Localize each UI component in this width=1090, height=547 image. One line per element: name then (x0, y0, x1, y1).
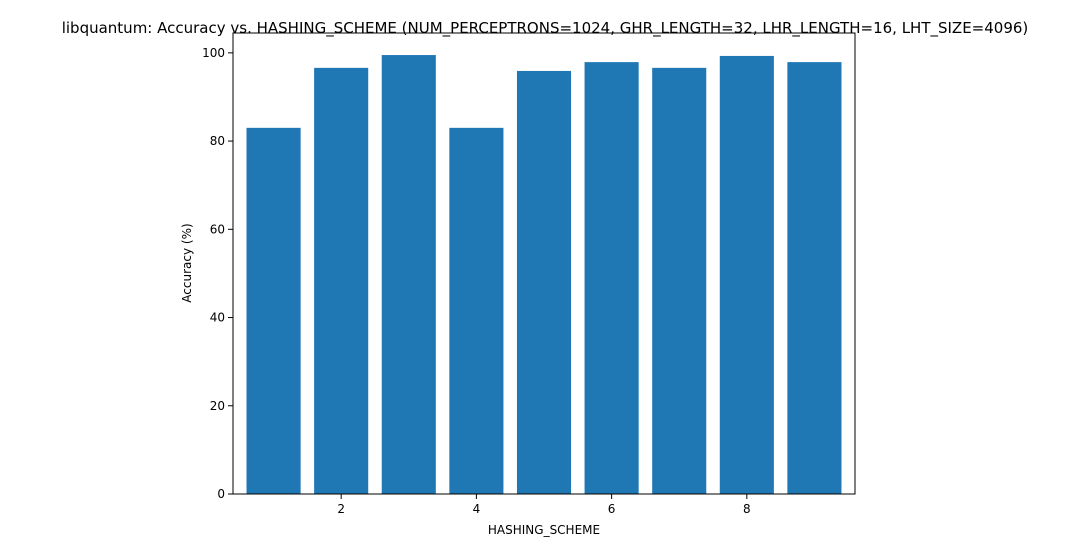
x-axis-label: HASHING_SCHEME (488, 523, 600, 537)
bar-3 (381, 55, 436, 495)
x-tick-label: 2 (337, 502, 345, 516)
bar-8 (719, 55, 774, 495)
bar-5 (516, 70, 572, 495)
y-tick-label: 0 (217, 487, 225, 501)
x-tick-label: 6 (608, 502, 616, 516)
y-tick-label: 100 (202, 46, 225, 60)
bar-6 (584, 62, 639, 495)
bar-7 (652, 67, 707, 495)
y-tick-label: 60 (210, 222, 225, 236)
bar-1 (246, 127, 301, 494)
y-ticks: 0 20 40 60 80 100 (202, 46, 233, 501)
bar-2 (314, 67, 369, 495)
y-tick-label: 20 (210, 399, 225, 413)
plot-frame (232, 32, 856, 495)
y-tick-label: 40 (210, 311, 225, 325)
y-tick-label: 80 (210, 134, 225, 148)
x-tick-label: 8 (743, 502, 751, 516)
bar-9 (787, 62, 842, 495)
bar-4 (449, 127, 504, 494)
x-ticks: 2 4 6 8 (337, 494, 751, 516)
chart-title: libquantum: Accuracy vs. HASHING_SCHEME … (62, 19, 1029, 38)
x-tick-label: 4 (473, 502, 481, 516)
bars (246, 55, 842, 495)
y-axis-label: Accuracy (%) (180, 223, 194, 302)
